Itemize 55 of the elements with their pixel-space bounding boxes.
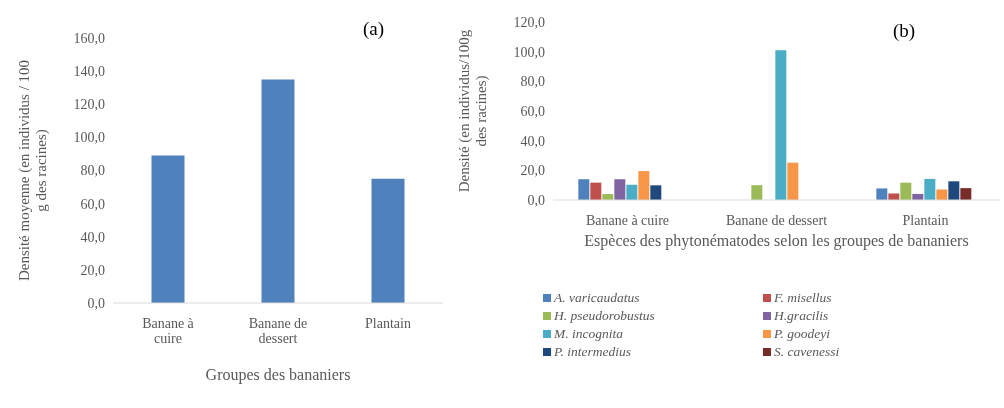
- y-tick-label: 60,0: [80, 196, 105, 212]
- bar: [936, 189, 948, 200]
- chart-title: (b): [893, 20, 916, 42]
- bar: [578, 179, 590, 200]
- y-tick-label: 0,0: [527, 192, 545, 208]
- bar: [960, 188, 972, 200]
- y-tick-label: 120,0: [73, 97, 105, 113]
- y-tick-label: 60,0: [520, 103, 545, 119]
- legend-label: A. varicaudatus: [554, 290, 640, 306]
- legend-label: P. intermedius: [554, 344, 631, 360]
- bar: [876, 188, 888, 200]
- x-tick-label: Banane à cuire: [142, 315, 195, 346]
- bar: [787, 162, 799, 200]
- y-tick-label: 20,0: [520, 163, 545, 179]
- y-tick-label: 160,0: [73, 30, 105, 46]
- bar: [261, 79, 295, 303]
- y-tick-label: 120,0: [513, 14, 545, 30]
- bar: [638, 171, 650, 200]
- x-tick-label: Banane de dessert: [248, 315, 308, 346]
- x-axis-title: Groupes des bananiers: [204, 366, 352, 385]
- y-tick-label: 40,0: [80, 229, 105, 245]
- bar: [626, 184, 638, 200]
- bar: [650, 185, 662, 200]
- bar: [924, 178, 936, 200]
- x-tick-label: Plantain: [365, 315, 411, 331]
- y-tick-label: 80,0: [80, 163, 105, 179]
- legend-label: M. incognita: [554, 326, 623, 342]
- legend-label: S. cavenessi: [774, 344, 840, 360]
- bar: [775, 50, 787, 200]
- y-axis-title: Densité moyenne (en individus / 100 g des racines): [15, 59, 50, 282]
- bar: [371, 178, 405, 303]
- y-tick-label: 140,0: [73, 64, 105, 80]
- y-tick-label: 0,0: [87, 295, 105, 311]
- x-tick-label: Banane à cuire: [585, 212, 670, 228]
- bar: [751, 185, 763, 200]
- legend-label: F. misellus: [774, 290, 832, 306]
- bar: [590, 182, 602, 200]
- y-tick-label: 100,0: [73, 130, 105, 146]
- y-tick-label: 100,0: [513, 44, 545, 60]
- legend-label: H.gracilis: [774, 308, 829, 324]
- y-tick-label: 80,0: [520, 74, 545, 90]
- y-tick-label: 20,0: [80, 262, 105, 278]
- bar: [948, 181, 960, 200]
- legend-label: H. pseudorobustus: [554, 308, 655, 324]
- x-tick-label: Plantain: [902, 212, 949, 228]
- x-tick-label: Banane de dessert: [725, 212, 828, 228]
- bar: [900, 182, 912, 200]
- bar: [151, 155, 185, 303]
- y-axis-title: Densité (en individus/100g des racines): [455, 29, 490, 193]
- y-tick-label: 40,0: [520, 133, 545, 149]
- chart-title: (a): [363, 18, 385, 40]
- x-axis-title: Espèces des phytonématodes selon les groupes de bananiers: [583, 232, 970, 251]
- legend-label: P. goodeyi: [774, 326, 830, 342]
- bar: [614, 179, 626, 200]
- bar: [888, 193, 900, 200]
